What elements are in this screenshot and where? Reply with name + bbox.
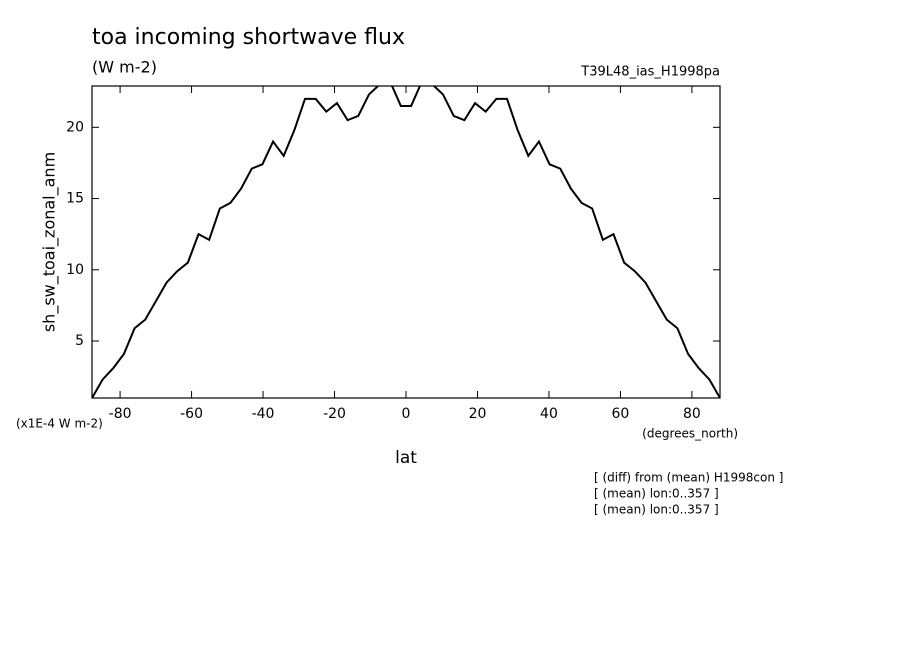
- x-tick-label: 40: [540, 406, 558, 422]
- x-tick-label: 20: [469, 406, 487, 422]
- note: [ (mean) lon:0..357 ]: [594, 503, 719, 517]
- chart-title: toa incoming shortwave flux: [92, 25, 405, 50]
- data-line: [92, 86, 720, 398]
- y-tick-label: 20: [66, 119, 84, 135]
- x-tick-label: 80: [683, 406, 701, 422]
- note: [ (mean) lon:0..357 ]: [594, 487, 719, 501]
- y-units: (x1E-4 W m-2): [16, 417, 103, 431]
- y-axis-label: sh_sw_toai_zonal_anm: [40, 152, 60, 332]
- y-tick-label: 10: [66, 262, 84, 278]
- x-tick-label: -60: [180, 406, 203, 422]
- y-tick-label: 5: [75, 333, 84, 349]
- x-tick-label: 60: [612, 406, 630, 422]
- run-label: T39L48_ias_H1998pa: [580, 65, 720, 80]
- x-tick-label: -20: [323, 406, 346, 422]
- x-axis-label: lat: [395, 448, 417, 468]
- x-tick-label: -40: [252, 406, 275, 422]
- note: [ (diff) from (mean) H1998con ]: [594, 471, 783, 485]
- x-units: (degrees_north): [642, 427, 738, 441]
- x-tick-label: -80: [109, 406, 132, 422]
- subtitle: (W m-2): [92, 58, 157, 77]
- y-tick-label: 15: [66, 191, 84, 207]
- x-tick-label: 0: [402, 406, 411, 422]
